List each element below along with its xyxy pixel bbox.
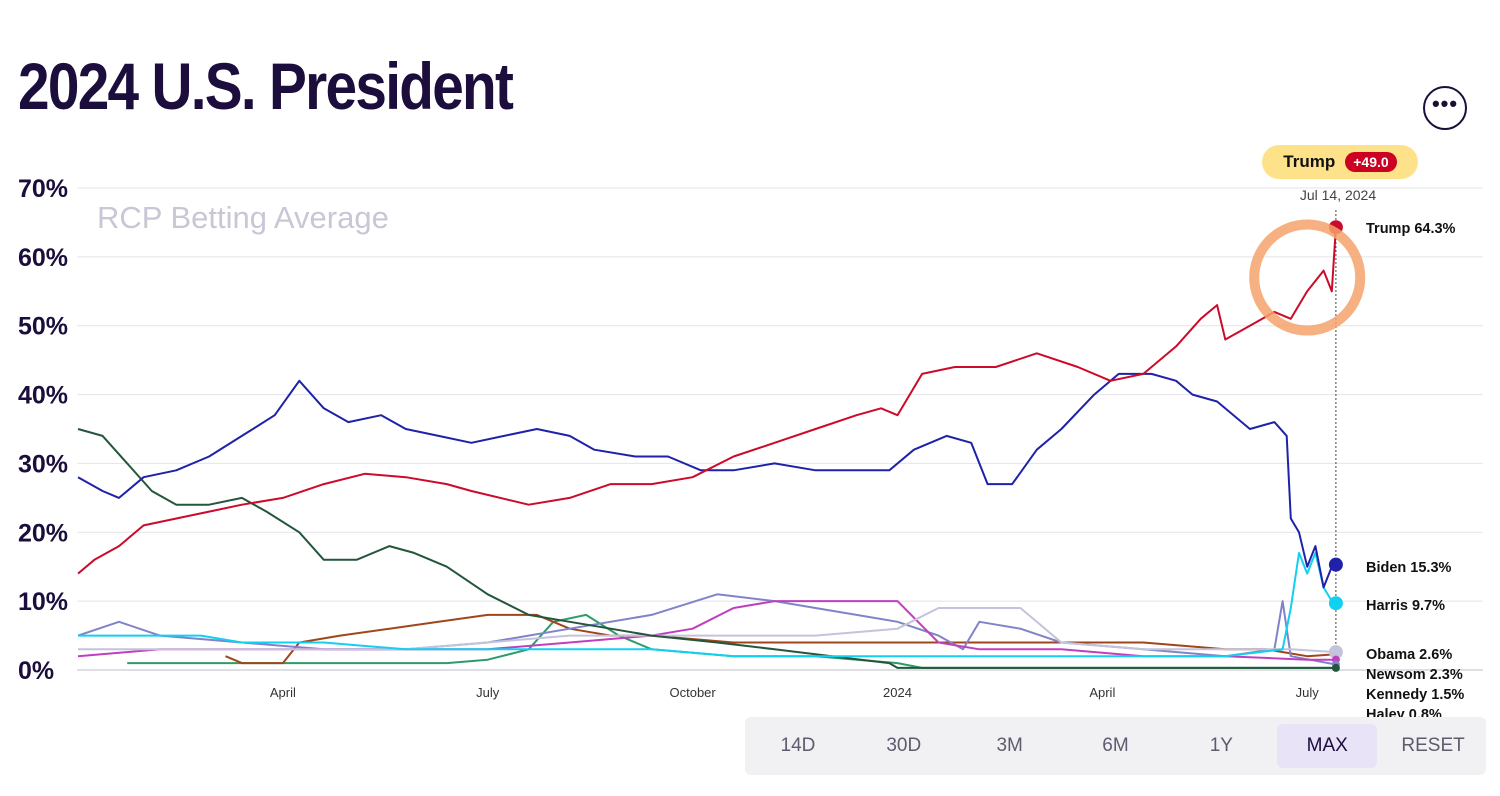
leader-spread-badge: +49.0 xyxy=(1345,152,1397,172)
y-tick-label: 30% xyxy=(18,450,68,478)
end-label-trump: Trump 64.3% xyxy=(1366,221,1456,237)
chart-watermark: RCP Betting Average xyxy=(97,200,389,235)
y-tick-label: 60% xyxy=(18,244,68,272)
y-tick-label: 40% xyxy=(18,382,68,410)
more-options-button[interactable]: ••• xyxy=(1423,86,1467,130)
x-tick-label: April xyxy=(270,685,296,700)
leader-tooltip: Trump +49.0 xyxy=(1262,145,1418,179)
end-marker-biden xyxy=(1328,557,1343,572)
y-tick-label: 50% xyxy=(18,313,68,341)
y-tick-label: 0% xyxy=(18,657,54,685)
end-label-biden: Biden 15.3% xyxy=(1366,560,1452,576)
series-line-desantis xyxy=(77,428,1336,669)
end-label-obama: Obama 2.6% xyxy=(1366,647,1452,663)
end-label-kennedy: Kennedy 1.5% xyxy=(1366,687,1464,703)
x-tick-label: 2024 xyxy=(883,685,912,700)
range-6m-button[interactable]: 6M xyxy=(1102,735,1129,756)
series-line-obama xyxy=(78,607,1336,654)
end-marker-harris xyxy=(1328,596,1343,611)
series-line-trump xyxy=(77,227,1337,575)
range-1y-button[interactable]: 1Y xyxy=(1209,735,1233,756)
end-marker-obama xyxy=(1328,645,1343,660)
series-line-biden xyxy=(77,372,1337,589)
hover-date: Jul 14, 2024 xyxy=(1300,187,1376,203)
end-labels: Trump 64.3% Biden 15.3% Harris 9.7% Newsom … xyxy=(1249,219,1465,743)
x-tick-label: July xyxy=(1296,685,1320,700)
page-title: 2024 U.S. President xyxy=(18,49,514,123)
series-line-harris xyxy=(78,551,1337,658)
x-tick-label: April xyxy=(1089,685,1115,700)
x-tick-label: October xyxy=(669,685,716,700)
range-max-button[interactable]: MAX xyxy=(1277,724,1378,768)
series-line-kennedy xyxy=(77,600,1336,661)
range-14d-button[interactable]: 14D xyxy=(780,735,816,756)
leader-name: Trump xyxy=(1283,152,1336,171)
range-30d-button[interactable]: 30D xyxy=(886,735,922,756)
x-tick-label: July xyxy=(476,685,500,700)
end-label-harris: Harris 9.7% xyxy=(1366,598,1445,614)
end-label-newsom: Newsom 2.3% xyxy=(1366,667,1463,683)
chart-grid: 70% 60% 50% 40% 30% 20% 10% 0% April July October 2… xyxy=(18,175,1483,700)
range-selector: 14D 30D 3M 6M 1Y MAX RESET xyxy=(745,717,1486,775)
end-marker-desantis xyxy=(1331,663,1340,672)
highlight-ring xyxy=(1249,219,1366,336)
y-tick-label: 70% xyxy=(18,175,68,203)
y-tick-label: 20% xyxy=(18,519,68,547)
y-tick-label: 10% xyxy=(18,588,68,616)
range-reset-button[interactable]: RESET xyxy=(1401,735,1465,756)
ellipsis-icon: ••• xyxy=(1431,91,1459,116)
range-3m-button[interactable]: 3M xyxy=(996,735,1023,756)
series-layer xyxy=(77,227,1337,669)
